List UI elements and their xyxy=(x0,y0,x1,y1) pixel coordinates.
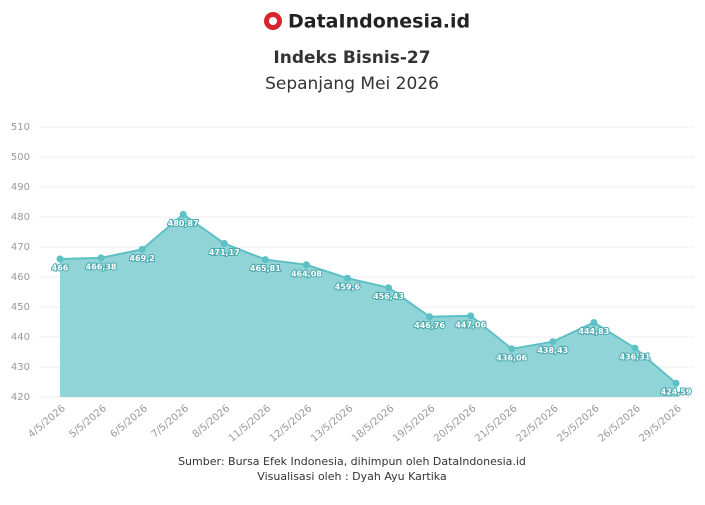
y-tick-label: 460 xyxy=(11,272,30,283)
credit: Visualisasi oleh : Dyah Ayu Kartika xyxy=(257,470,446,483)
source: Sumber: Bursa Efek Indonesia, dihimpun o… xyxy=(178,455,526,468)
point xyxy=(508,345,516,353)
value-label: 466 xyxy=(52,264,69,273)
value-label: 465,81 xyxy=(250,264,281,273)
x-tick-label: 26/5/2026 xyxy=(596,403,642,444)
x-tick-label: 29/5/2026 xyxy=(638,403,684,444)
x-tick-label: 4/5/2026 xyxy=(26,403,67,440)
x-tick-label: 18/5/2026 xyxy=(350,403,396,444)
point xyxy=(426,313,434,321)
x-tick-label: 19/5/2026 xyxy=(391,403,437,444)
logo xyxy=(264,12,282,30)
point xyxy=(179,210,187,218)
y-tick-label: 450 xyxy=(11,302,30,313)
point xyxy=(590,319,598,327)
x-tick-label: 11/5/2026 xyxy=(227,403,273,444)
x-tick-label: 22/5/2026 xyxy=(514,403,560,444)
value-label: 438,43 xyxy=(537,346,568,355)
value-label: 464,08 xyxy=(291,269,322,278)
value-label: 456,43 xyxy=(373,292,404,301)
point xyxy=(549,338,557,346)
value-label: 469,2 xyxy=(129,254,154,263)
x-tick-label: 21/5/2026 xyxy=(473,403,519,444)
value-label: 480,87 xyxy=(168,219,199,228)
point xyxy=(672,379,680,387)
value-label: 444,83 xyxy=(578,327,609,336)
y-tick-label: 500 xyxy=(11,152,30,163)
y-tick-label: 430 xyxy=(11,362,30,373)
brand: DataIndonesia.id xyxy=(288,11,470,33)
point xyxy=(385,284,393,292)
value-label: 446,76 xyxy=(414,321,445,330)
area xyxy=(60,214,676,397)
x-tick-label: 7/5/2026 xyxy=(150,403,191,440)
point xyxy=(261,256,269,264)
point xyxy=(343,274,351,282)
chart-title: Indeks Bisnis-27 xyxy=(273,48,430,68)
logo-icon-hole xyxy=(269,17,277,25)
value-label: 436,06 xyxy=(496,353,527,362)
point xyxy=(56,255,64,263)
value-label: 466,38 xyxy=(86,262,117,271)
point xyxy=(302,261,310,269)
point xyxy=(631,344,639,352)
value-label: 424,59 xyxy=(661,388,692,397)
value-label: 436,31 xyxy=(619,353,650,362)
value-label: 459,6 xyxy=(335,283,361,292)
y-tick-label: 480 xyxy=(11,212,30,223)
y-tick-label: 490 xyxy=(11,182,30,193)
point xyxy=(138,245,146,253)
x-tick-label: 6/5/2026 xyxy=(109,403,150,440)
value-label: 471,17 xyxy=(209,248,240,257)
x-tick-label: 5/5/2026 xyxy=(67,403,108,440)
x-tick-label: 13/5/2026 xyxy=(309,403,355,444)
point xyxy=(467,312,475,320)
x-tick-label: 25/5/2026 xyxy=(555,403,601,444)
point xyxy=(97,254,105,262)
y-tick-label: 470 xyxy=(11,242,30,253)
chart-subtitle: Sepanjang Mei 2026 xyxy=(265,74,439,94)
y-tick-label: 420 xyxy=(11,392,30,403)
line xyxy=(59,213,677,384)
x-tick-label: 12/5/2026 xyxy=(268,403,314,444)
y-tick-label: 510 xyxy=(11,122,30,133)
x-tick-label: 20/5/2026 xyxy=(432,403,478,444)
y-tick-label: 440 xyxy=(11,332,30,343)
value-label: 447,06 xyxy=(455,320,486,329)
point xyxy=(220,239,228,247)
x-tick-label: 8/5/2026 xyxy=(191,403,232,440)
